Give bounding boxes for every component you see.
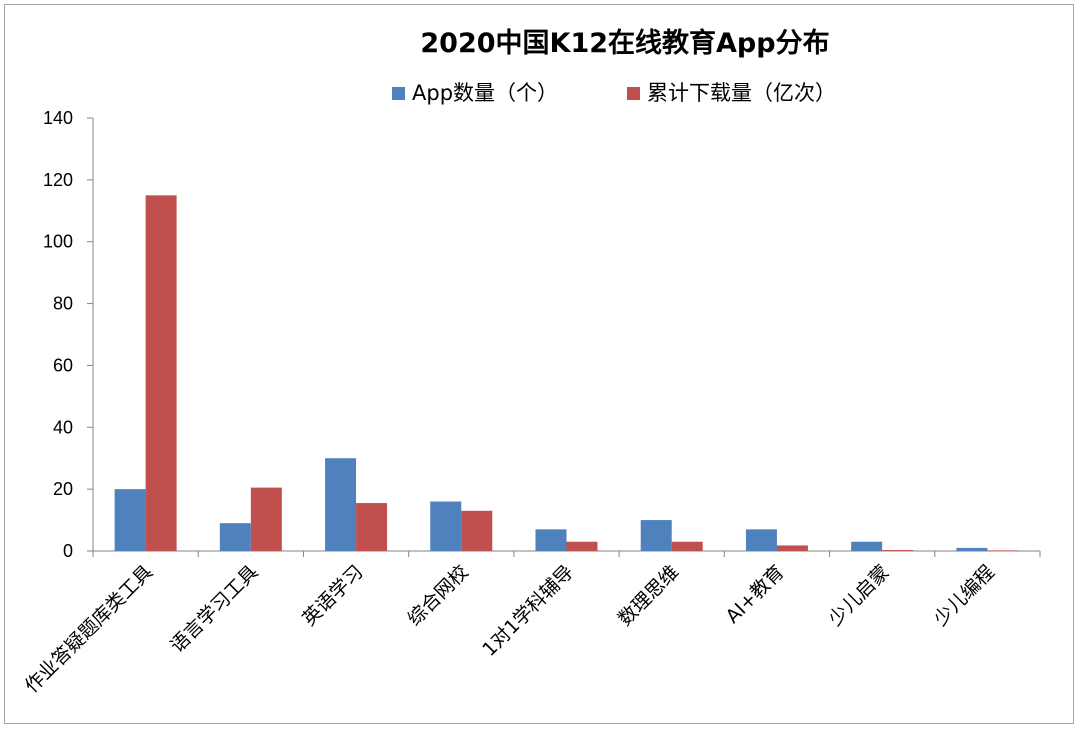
x-category-label: 数理思维 <box>614 561 683 630</box>
chart-frame <box>4 4 1074 724</box>
bar-downloads <box>987 550 1019 551</box>
legend: App数量（个） 累计下载量（亿次） <box>392 81 836 105</box>
legend-label-app-count: App数量（个） <box>412 81 558 105</box>
x-category-label: 综合网校 <box>404 561 473 630</box>
bar-app-count <box>745 529 777 551</box>
legend-swatch-app-count <box>392 87 405 100</box>
bar-app-count <box>535 529 567 551</box>
y-tick-label: 0 <box>63 541 73 561</box>
bar-app-count <box>430 501 462 551</box>
bar-app-count <box>325 458 357 551</box>
bar-downloads <box>250 487 282 551</box>
y-tick-label: 140 <box>43 108 73 128</box>
bar-downloads <box>356 503 388 551</box>
bar-app-count <box>640 520 672 551</box>
y-tick-label: 60 <box>53 355 73 375</box>
bar-app-count <box>114 489 146 551</box>
y-tick-label: 80 <box>53 294 73 314</box>
bar-app-count <box>956 547 988 551</box>
legend-swatch-downloads <box>627 87 640 100</box>
bar-downloads <box>461 510 493 551</box>
x-category-label: 语言学习工具 <box>166 561 262 657</box>
x-category-label: 作业答疑题库类工具 <box>21 561 157 697</box>
x-category-label: 1对1学科辅导 <box>478 561 578 661</box>
bar-app-count <box>851 541 883 551</box>
y-tick-label: 100 <box>43 232 73 252</box>
bar-downloads <box>145 195 177 552</box>
bar-app-count <box>219 523 251 551</box>
bar-downloads <box>882 550 914 551</box>
x-category-label: AI+教育 <box>722 561 789 628</box>
bar-downloads <box>776 545 808 551</box>
x-category-label: 英语学习 <box>298 561 367 630</box>
x-category-label: 少儿编程 <box>930 561 999 630</box>
y-tick-label: 40 <box>53 417 73 437</box>
bar-downloads <box>566 541 598 551</box>
y-tick-label: 20 <box>53 479 73 499</box>
y-tick-label: 120 <box>43 170 73 190</box>
bar-downloads <box>671 541 703 551</box>
x-category-label: 少儿启蒙 <box>824 561 893 630</box>
chart-title: 2020中国K12在线教育App分布 <box>420 27 829 59</box>
legend-label-downloads: 累计下载量（亿次） <box>647 81 836 105</box>
